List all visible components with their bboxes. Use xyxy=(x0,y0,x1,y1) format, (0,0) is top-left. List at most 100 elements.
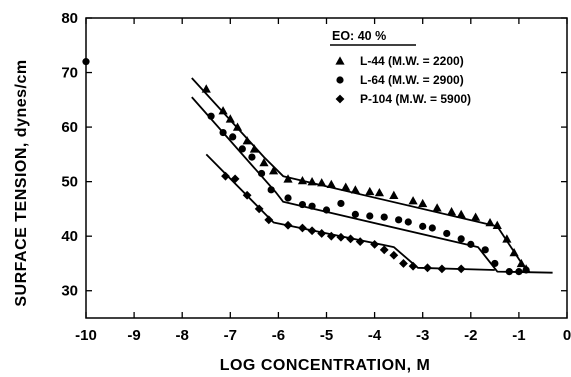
data-point-triangle xyxy=(509,247,519,257)
x-tick-label: -7 xyxy=(224,327,237,344)
data-point-circle xyxy=(82,58,90,66)
data-point-circle xyxy=(284,194,292,202)
data-point-diamond xyxy=(230,174,240,184)
legend-entry: P-104 (M.W. = 5900) xyxy=(360,92,471,106)
data-point-triangle xyxy=(432,203,442,212)
data-point-circle xyxy=(248,153,256,161)
data-point-triangle xyxy=(317,178,327,187)
data-point-circle xyxy=(428,224,436,232)
data-point-triangle xyxy=(268,166,279,175)
data-point-diamond xyxy=(370,239,379,249)
series-diamond xyxy=(205,153,495,274)
data-point-triangle xyxy=(471,212,481,221)
data-point-diamond xyxy=(326,231,336,241)
x-tick-label: -2 xyxy=(464,327,477,344)
data-point-circle xyxy=(322,206,331,214)
x-tick-label: -1 xyxy=(512,327,525,344)
data-point-diamond xyxy=(298,223,307,233)
data-point-diamond xyxy=(242,190,252,200)
data-point-circle xyxy=(257,169,266,178)
data-point-circle xyxy=(404,218,412,226)
data-point-triangle xyxy=(201,84,211,93)
data-point-triangle xyxy=(492,220,502,229)
data-point-circle xyxy=(229,133,237,141)
data-point-diamond xyxy=(307,226,317,236)
series-triangle xyxy=(191,77,531,273)
legend-marker-circle xyxy=(336,76,344,84)
data-point-triangle xyxy=(218,106,228,115)
data-point-circle xyxy=(481,246,489,254)
data-point-circle xyxy=(491,259,499,268)
data-point-triangle xyxy=(326,179,336,189)
data-point-circle xyxy=(467,240,475,248)
data-point-diamond xyxy=(283,220,293,230)
x-tick-label: -10 xyxy=(75,327,97,344)
data-point-triangle xyxy=(485,217,495,227)
data-point-triangle xyxy=(232,122,243,131)
data-point-circle xyxy=(457,235,465,243)
legend-entry: L-44 (M.W. = 2200) xyxy=(360,54,464,68)
data-point-diamond xyxy=(355,237,365,247)
data-point-circle xyxy=(443,229,451,238)
legend-title: EO: 40 % xyxy=(332,29,386,43)
y-tick-label: 70 xyxy=(61,65,78,82)
legend: EO: 40 % L-44 (M.W. = 2200) L-64 (M.W. = 2… xyxy=(330,29,471,106)
x-tick-label: 0 xyxy=(563,327,571,344)
data-point-triangle xyxy=(374,187,385,197)
x-axis-title: LOG CONCENTRATION, M xyxy=(220,357,431,374)
data-point-triangle xyxy=(502,234,512,243)
data-point-triangle xyxy=(418,198,428,208)
data-point-circle xyxy=(298,200,307,209)
series-circle xyxy=(82,58,553,276)
data-point-triangle xyxy=(225,114,235,123)
legend-entry: L-64 (M.W. = 2900) xyxy=(360,73,464,87)
data-point-triangle xyxy=(259,157,269,167)
data-point-circle xyxy=(351,210,359,218)
data-point-circle xyxy=(505,268,513,276)
data-point-diamond xyxy=(456,264,466,274)
data-point-circle xyxy=(522,266,530,274)
y-axis-title: SURFACE TENSION, dynes/cm xyxy=(13,59,30,306)
data-point-diamond xyxy=(379,245,389,255)
data-point-diamond xyxy=(221,171,230,181)
data-point-triangle xyxy=(242,136,252,145)
data-point-circle xyxy=(219,128,227,137)
data-point-diamond xyxy=(423,263,432,273)
y-tick-label: 60 xyxy=(61,119,78,136)
data-point-triangle xyxy=(283,174,293,183)
data-point-triangle xyxy=(297,175,308,185)
data-point-triangle xyxy=(456,209,466,219)
x-tick-label: -8 xyxy=(176,327,189,344)
data-point-diamond xyxy=(346,234,355,244)
data-point-diamond xyxy=(408,261,418,271)
data-point-circle xyxy=(380,213,388,221)
data-point-circle xyxy=(308,202,316,210)
legend-marker-triangle xyxy=(335,56,345,65)
data-point-triangle xyxy=(446,207,457,216)
x-tick-label: -9 xyxy=(127,327,140,344)
y-tick-label: 40 xyxy=(61,228,78,245)
data-point-triangle xyxy=(365,186,375,196)
data-point-diamond xyxy=(437,264,447,274)
data-point-diamond xyxy=(399,259,408,268)
data-point-diamond xyxy=(336,232,346,242)
y-tick-label: 50 xyxy=(61,174,78,191)
data-point-circle xyxy=(515,268,523,276)
data-point-circle xyxy=(366,212,374,220)
data-point-circle xyxy=(267,186,275,194)
x-tick-label: -5 xyxy=(320,327,333,344)
data-point-triangle xyxy=(249,144,259,153)
data-point-triangle xyxy=(408,196,418,205)
data-point-circle xyxy=(395,216,403,224)
data-point-circle xyxy=(207,112,215,120)
data-point-diamond xyxy=(317,229,327,238)
data-point-diamond xyxy=(389,250,399,260)
legend-marker-diamond xyxy=(335,94,345,104)
data-point-triangle xyxy=(389,190,399,199)
data-point-triangle xyxy=(341,182,351,191)
data-point-circle xyxy=(419,222,427,230)
x-tick-label: -4 xyxy=(368,327,382,344)
data-point-diamond xyxy=(264,215,274,225)
